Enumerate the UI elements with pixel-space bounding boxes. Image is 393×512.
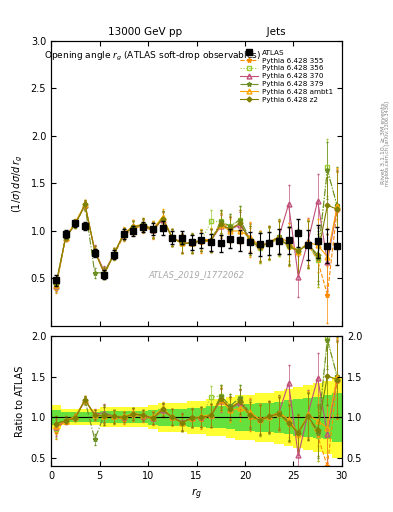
Y-axis label: $(1/\sigma)\,d\sigma/d\,r_{g}$: $(1/\sigma)\,d\sigma/d\,r_{g}$ [11, 154, 25, 212]
Title: 13000 GeV pp                          Jets: 13000 GeV pp Jets [108, 28, 285, 37]
X-axis label: $r_{g}$: $r_{g}$ [191, 486, 202, 502]
Text: Rivet 3.1.10, ≥ 3M events: Rivet 3.1.10, ≥ 3M events [381, 102, 386, 184]
Y-axis label: Ratio to ATLAS: Ratio to ATLAS [15, 366, 25, 437]
Text: ATLAS_2019_I1772062: ATLAS_2019_I1772062 [149, 270, 244, 279]
Text: Opening angle $r_{g}$ (ATLAS soft-drop observables): Opening angle $r_{g}$ (ATLAS soft-drop o… [44, 50, 261, 62]
Legend: ATLAS, Pythia 6.428 355, Pythia 6.428 356, Pythia 6.428 370, Pythia 6.428 379, P: ATLAS, Pythia 6.428 355, Pythia 6.428 35… [238, 48, 335, 105]
Text: mcplots.cern.ch [arXiv:1306.3436]: mcplots.cern.ch [arXiv:1306.3436] [385, 101, 389, 186]
